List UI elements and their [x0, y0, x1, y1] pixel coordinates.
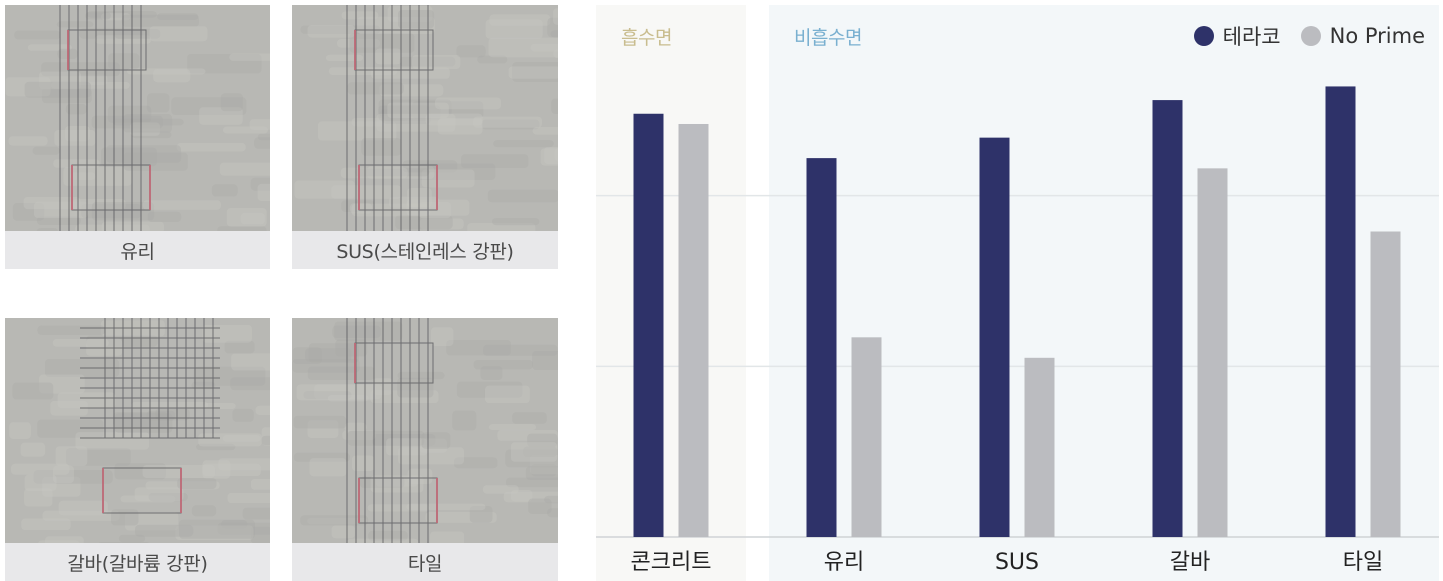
photo-glass: [5, 5, 270, 248]
photo-texture: [294, 5, 558, 237]
category-label-4: 타일: [1343, 550, 1383, 575]
photo-caption-glass: 유리: [5, 231, 270, 269]
bar-no-prime-3: [1197, 168, 1228, 538]
photo-card-glass: 유리: [5, 5, 270, 269]
photo-card-sus: SUS(스테인레스 강판): [292, 5, 558, 269]
photo-texture: [5, 11, 270, 248]
tape-marks: [354, 30, 438, 210]
bar-no-prime-4: [1370, 231, 1401, 538]
photo-sus: [292, 5, 558, 237]
photo-texture: [9, 320, 270, 556]
legend-item-no-prime: No Prime: [1300, 24, 1425, 48]
chart-legend: 테라코 No Prime: [1174, 21, 1425, 51]
tape-marks: [102, 468, 182, 513]
tape-marks: [354, 343, 438, 523]
section-label-non-absorbent: 비흡수면: [794, 27, 862, 49]
photo-background: [292, 5, 558, 231]
photo-card-tile: 타일: [292, 318, 558, 581]
legend-label-no-prime: No Prime: [1329, 24, 1425, 48]
tape-marks: [67, 30, 151, 210]
bar-terracoat-0: [633, 113, 664, 537]
bar-terracoat-3: [1152, 100, 1183, 538]
legend-item-terracoat: 테라코: [1193, 21, 1281, 51]
photo-galva: [5, 318, 270, 556]
photo-background: [292, 318, 558, 543]
photo-card-galva: 갈바(갈바륨 강판): [5, 318, 270, 581]
legend-swatch-no-prime: [1300, 26, 1321, 46]
bar-chart-canvas: 콘크리트 유리 SUS 갈바 타일: [596, 5, 1439, 581]
bar-no-prime-1: [851, 337, 882, 537]
section-label-absorbent: 흡수면: [621, 27, 672, 49]
category-label-1: 유리: [824, 550, 864, 575]
photo-background: [5, 318, 270, 543]
bar-terracoat-4: [1325, 86, 1356, 537]
category-label-3: 갈바: [1170, 550, 1210, 575]
category-label-2: SUS: [995, 550, 1039, 575]
photo-caption-galva: 갈바(갈바륨 강판): [5, 543, 270, 581]
photo-background: [5, 5, 270, 231]
group-panel-absorbent: [596, 5, 746, 581]
photo-tile: [292, 318, 558, 551]
photo-texture: [292, 321, 558, 551]
photo-caption-tile: 타일: [292, 543, 558, 581]
bar-terracoat-1: [806, 158, 837, 537]
scribe-marks: [80, 318, 220, 514]
bar-no-prime-0: [678, 123, 709, 537]
gridlines: [596, 194, 1439, 368]
category-label-0: 콘크리트: [631, 550, 712, 575]
legend-label-terracoat: 테라코: [1222, 25, 1281, 49]
bar-no-prime-2: [1024, 357, 1055, 537]
photo-caption-sus: SUS(스테인레스 강판): [292, 231, 558, 269]
bar-terracoat-2: [979, 137, 1010, 537]
legend-swatch-terracoat: [1193, 26, 1214, 46]
bar-chart: 콘크리트 유리 SUS 갈바 타일 흡수면 비흡수면 테라코 No Prime: [596, 5, 1439, 581]
